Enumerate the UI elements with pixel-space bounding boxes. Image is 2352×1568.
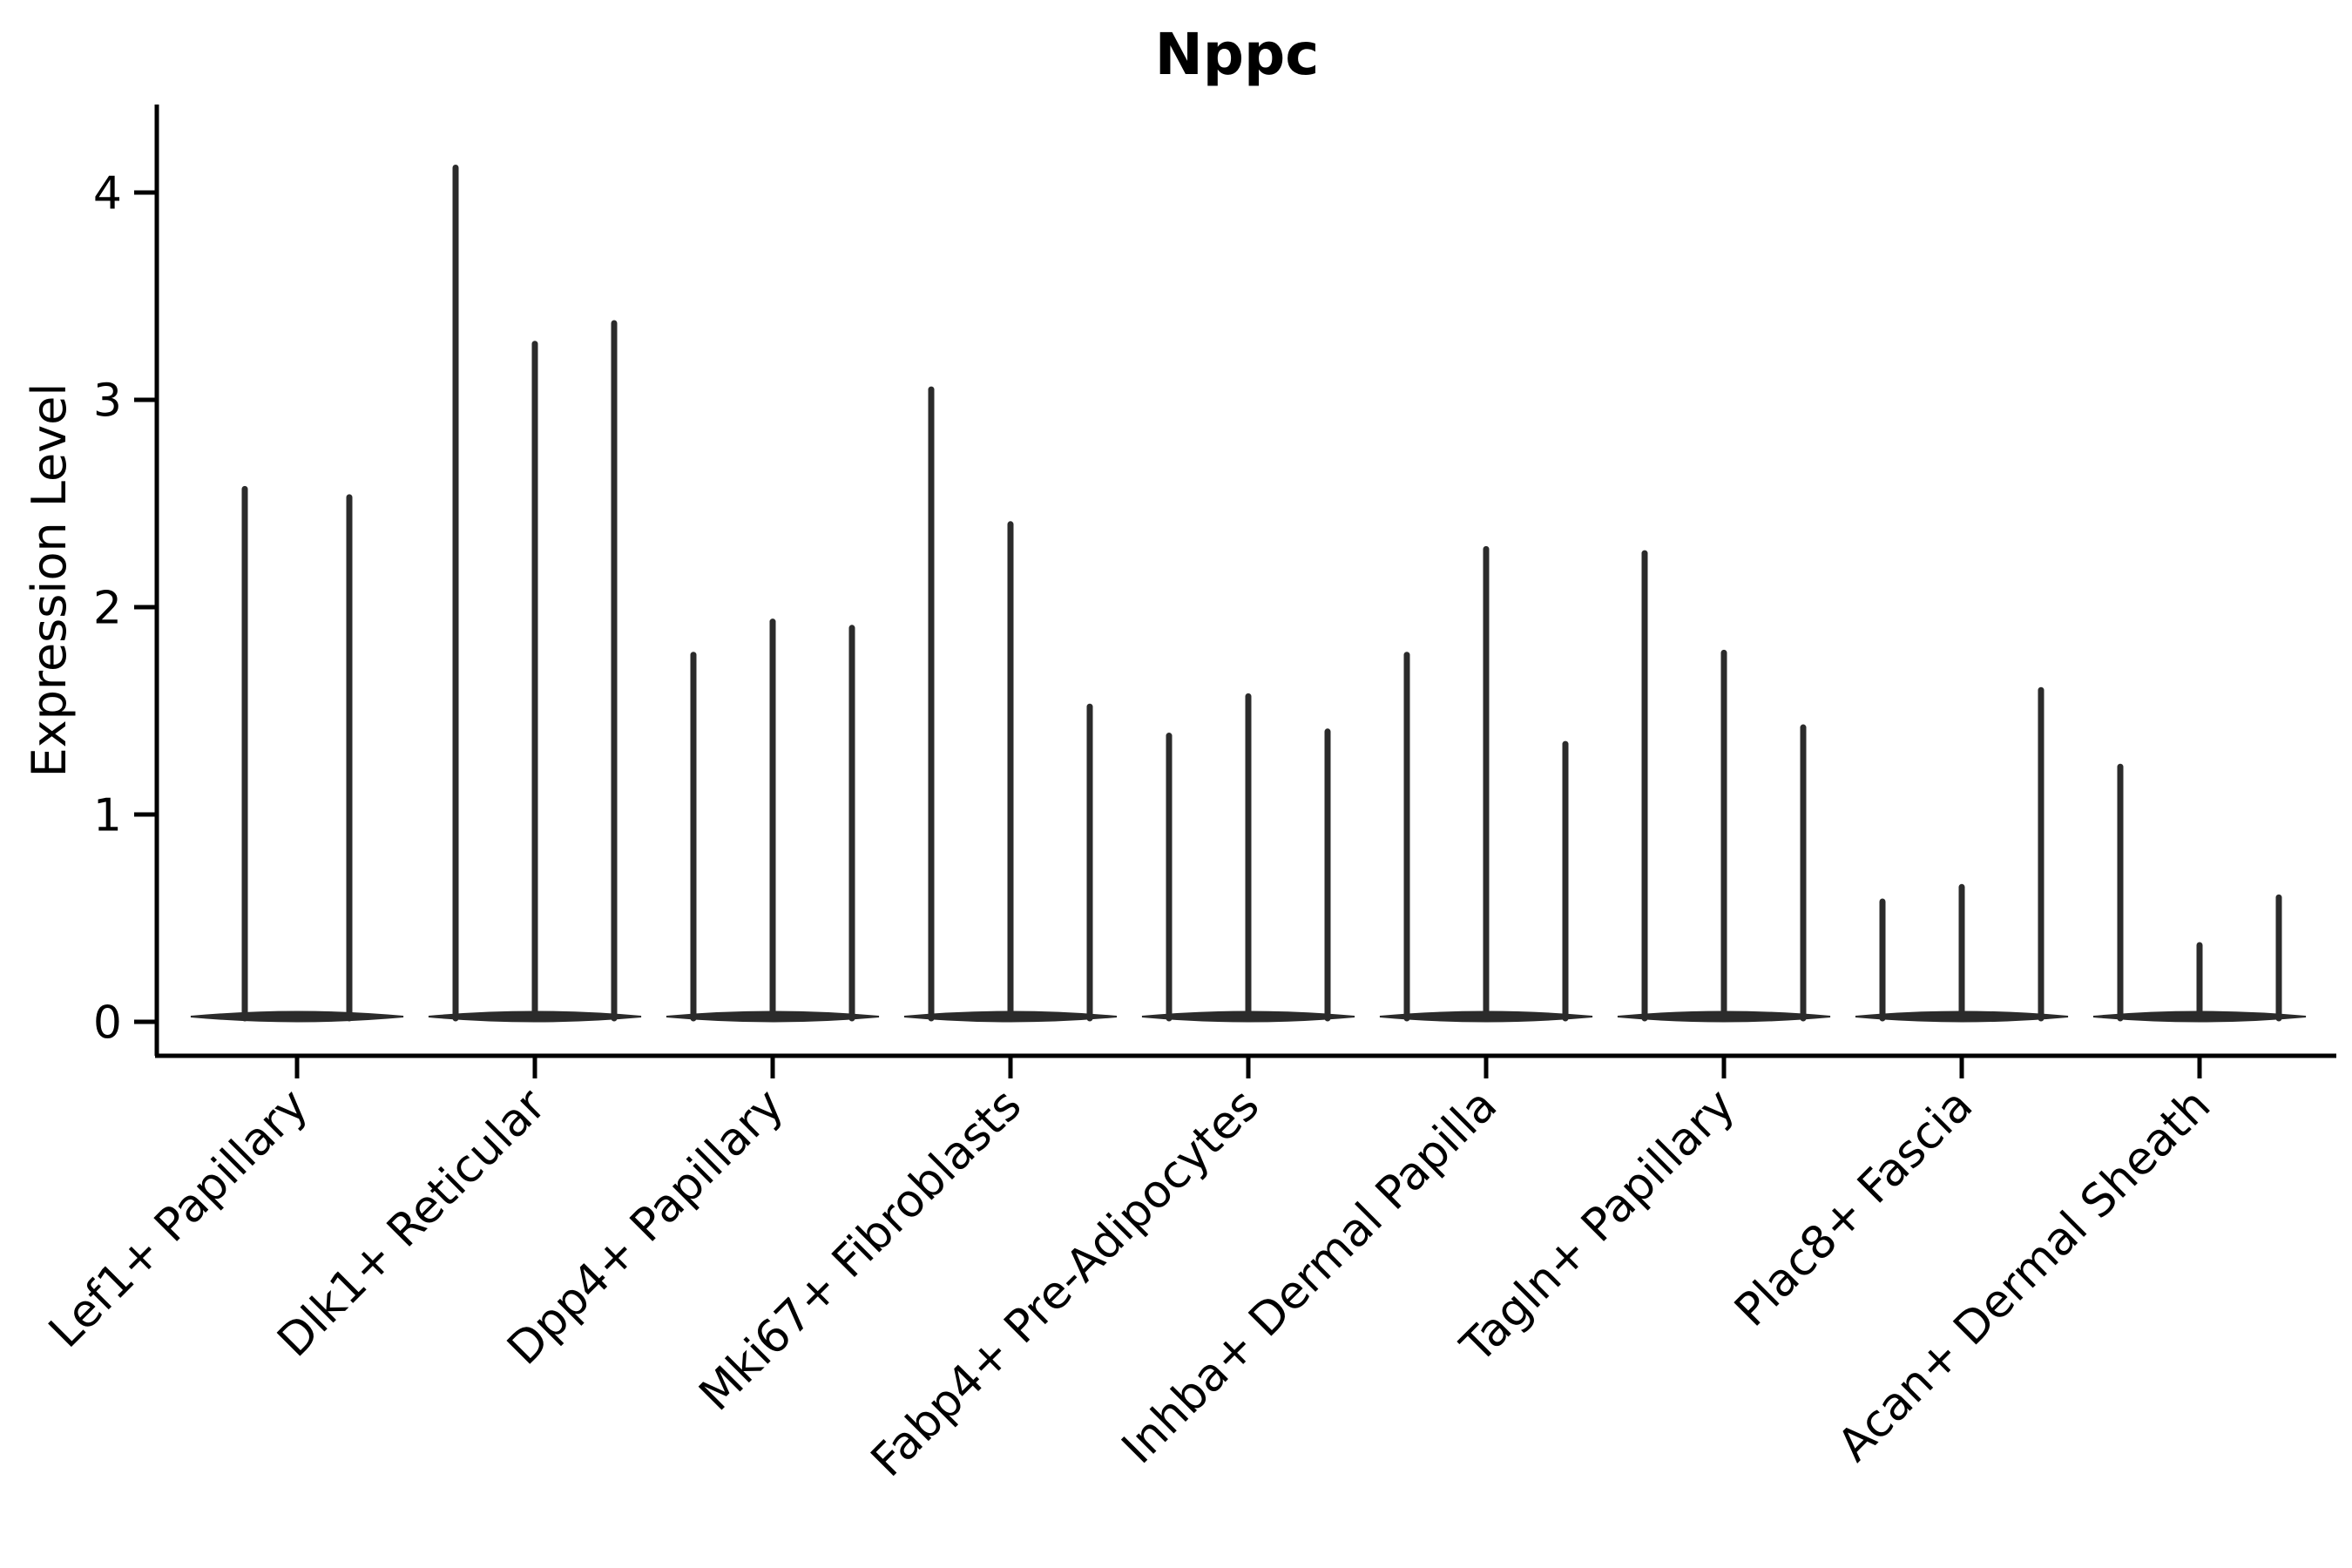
y-tick-label: 3: [93, 375, 122, 428]
y-tick-label: 1: [93, 790, 122, 842]
x-tick-label: Plac8+ Fascia: [1725, 1079, 1983, 1337]
y-tick-label: 2: [93, 583, 122, 635]
x-tick-label: Inhba+ Dermal Papilla: [1112, 1079, 1507, 1474]
violin-baseline: [190, 1010, 404, 1023]
y-tick-label: 0: [93, 997, 122, 1050]
x-tick-label: Lef1+ Papillary: [39, 1079, 318, 1358]
x-tick-label: Fabp4+ Pre-Adipocytes: [862, 1079, 1269, 1487]
chart-title: Nppc: [1154, 21, 1320, 88]
y-tick-label: 4: [93, 168, 122, 220]
